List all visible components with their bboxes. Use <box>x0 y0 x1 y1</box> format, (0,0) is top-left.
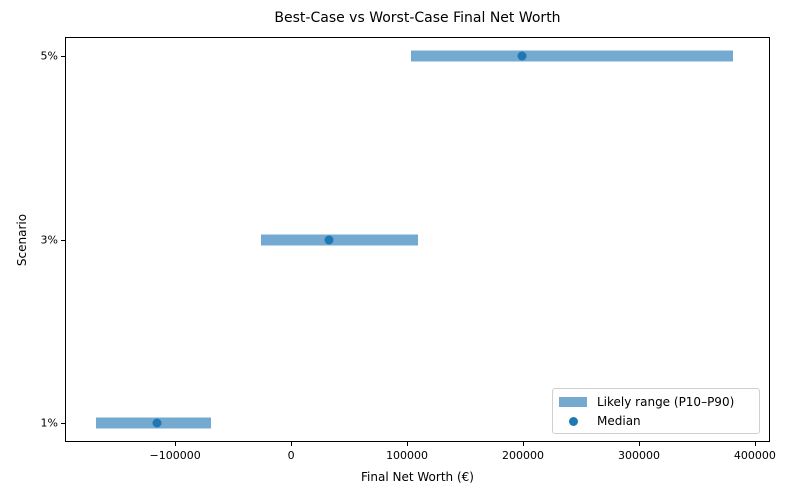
x-tick <box>407 442 409 446</box>
median-point <box>152 418 162 428</box>
x-tick <box>291 442 293 446</box>
range-bar <box>411 50 733 62</box>
y-tick <box>61 56 65 57</box>
x-tick-label: 100000 <box>386 449 429 462</box>
median-point <box>324 235 334 245</box>
y-tick <box>61 240 65 241</box>
range-bar <box>260 234 419 246</box>
x-axis-label: Final Net Worth (€) <box>361 470 474 484</box>
median-point <box>517 51 527 61</box>
x-tick-label: 200000 <box>502 449 545 462</box>
range-swatch-icon <box>559 397 587 407</box>
y-tick-label: 3% <box>40 233 58 247</box>
y-tick <box>61 423 65 424</box>
x-tick-label: −100000 <box>149 449 201 462</box>
y-tick-label: 1% <box>40 416 58 430</box>
plot-area <box>65 37 770 442</box>
y-axis-label: Scenario <box>15 213 29 267</box>
x-tick <box>523 442 525 446</box>
x-tick-label: 0 <box>287 449 295 462</box>
x-tick-label: 300000 <box>617 449 660 462</box>
legend-item-median: Median <box>559 414 641 428</box>
legend-item-range: Likely range (P10–P90) <box>559 395 734 409</box>
x-tick <box>175 442 177 446</box>
chart-title: Best-Case vs Worst-Case Final Net Worth <box>274 10 561 26</box>
x-tick <box>754 442 756 446</box>
legend: Likely range (P10–P90) Median <box>552 388 760 434</box>
legend-label-range: Likely range (P10–P90) <box>597 395 735 409</box>
x-tick-label: 400000 <box>733 449 776 462</box>
legend-label-median: Median <box>597 414 641 428</box>
x-tick <box>638 442 640 446</box>
y-tick-label: 5% <box>40 49 58 63</box>
median-dot-icon <box>568 416 578 426</box>
